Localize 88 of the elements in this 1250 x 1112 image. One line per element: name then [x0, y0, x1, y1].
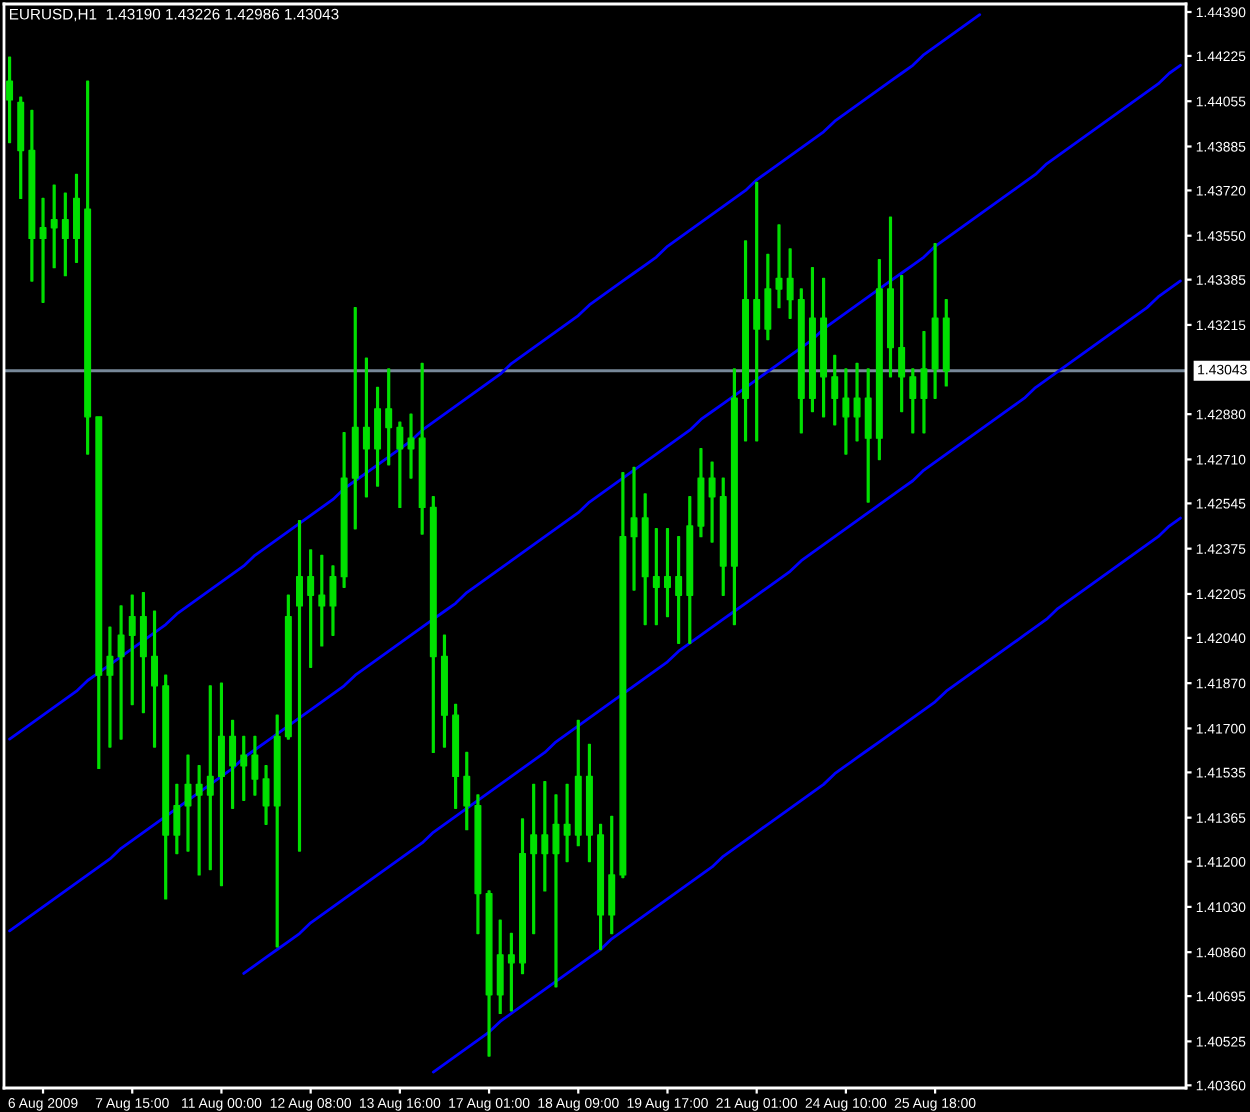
candlestick — [797, 288, 805, 434]
candlestick — [708, 461, 716, 543]
candlestick — [597, 823, 605, 951]
candlestick — [485, 890, 493, 1057]
candlestick — [128, 594, 136, 706]
candlestick — [909, 368, 917, 434]
line-series — [8, 63, 1182, 933]
candlestick — [39, 197, 47, 303]
candlestick — [61, 192, 69, 277]
candlestick — [530, 783, 538, 935]
candlestick — [396, 421, 404, 509]
candlestick — [362, 357, 370, 498]
candlestick — [28, 109, 36, 282]
line-series — [431, 516, 1182, 1074]
candlestick — [585, 743, 593, 863]
candlestick — [519, 818, 527, 975]
candlestick — [296, 520, 303, 852]
candlestick — [742, 240, 750, 442]
candlestick — [84, 80, 92, 455]
candlestick — [541, 781, 549, 892]
candlestick — [262, 765, 270, 826]
candlestick — [887, 216, 894, 378]
candlestick — [831, 354, 839, 426]
candlestick — [307, 549, 315, 668]
candlestick — [853, 362, 861, 442]
candlestick — [440, 634, 448, 748]
candlestick — [463, 751, 471, 831]
candlestick — [385, 368, 393, 466]
candlestick — [686, 496, 694, 644]
candlestick — [374, 386, 382, 487]
candlestick — [340, 432, 348, 588]
candlestick — [563, 783, 571, 863]
candlestick — [775, 224, 783, 309]
candlestick — [329, 565, 337, 636]
candlestick — [418, 362, 426, 535]
candlestick — [820, 277, 828, 418]
candlestick — [151, 610, 159, 748]
candlestick — [6, 56, 14, 144]
candlestick — [72, 173, 80, 264]
candlestick — [50, 184, 58, 269]
candlestick — [920, 330, 928, 434]
candlestick — [630, 466, 638, 591]
candlestick — [574, 719, 582, 847]
candlestick — [730, 368, 738, 626]
candlestick — [217, 682, 225, 887]
candlestick — [318, 554, 326, 647]
candlestick — [429, 496, 437, 754]
candlestick — [608, 815, 616, 935]
candlestick — [95, 416, 103, 770]
line-series — [242, 279, 1182, 975]
candlestick — [106, 626, 114, 748]
candlestick — [496, 919, 504, 1015]
candlestick — [764, 253, 772, 341]
candlestick — [162, 674, 170, 900]
candlestick — [474, 794, 482, 935]
candlestick — [184, 754, 192, 852]
candlestick — [117, 605, 125, 740]
candlestick — [842, 368, 850, 455]
candlestick — [552, 794, 560, 988]
candlestick — [652, 527, 660, 626]
candlestick — [206, 685, 214, 871]
candlestick — [641, 493, 649, 626]
candlestick — [931, 243, 939, 399]
candlestick — [753, 181, 761, 442]
candlestick — [452, 703, 460, 810]
candlestick — [195, 765, 203, 876]
candlestick — [663, 527, 671, 618]
candlestick — [507, 932, 515, 1012]
candlestick — [864, 368, 872, 503]
candlestick — [173, 783, 181, 855]
candlestick — [229, 719, 237, 810]
candlestick — [251, 735, 259, 796]
candlestick — [284, 594, 292, 740]
candlestick — [697, 448, 705, 538]
candlestick — [619, 472, 627, 879]
candlestick — [898, 274, 906, 413]
candlestick — [719, 477, 727, 596]
candlestick — [875, 258, 883, 461]
candlestick — [786, 248, 794, 319]
candlestick — [407, 413, 415, 479]
candlestick — [240, 735, 248, 802]
candlestick — [139, 591, 147, 714]
candlestick — [675, 535, 683, 644]
candlestick — [351, 306, 359, 530]
candlestick — [17, 96, 25, 200]
candlestick — [942, 298, 950, 387]
candlestick — [273, 714, 281, 948]
candlestick — [808, 266, 816, 413]
